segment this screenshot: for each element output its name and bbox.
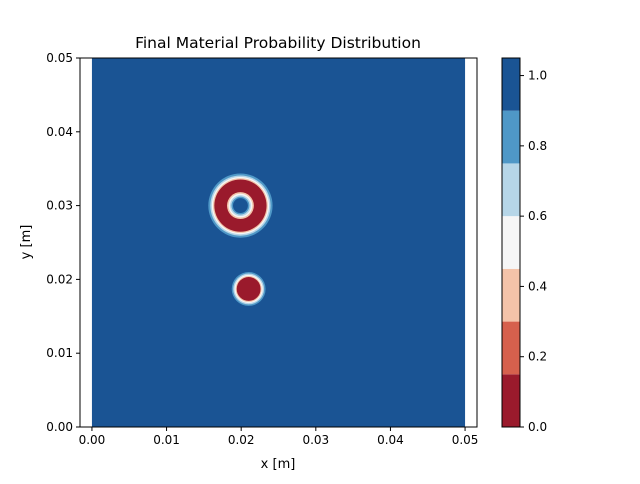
y-tick-label: 0.00 xyxy=(46,420,73,434)
x-tick-label: 0.03 xyxy=(302,433,329,447)
colorbar-tick-label: 0.0 xyxy=(528,420,547,434)
y-tick-label: 0.03 xyxy=(46,199,73,213)
contour-background xyxy=(91,58,466,427)
colorbar-band xyxy=(502,268,520,322)
contour-band xyxy=(232,198,248,214)
colorbar-tick-label: 0.8 xyxy=(528,139,547,153)
colorbar: 0.0 0.2 0.4 0.6 0.8 1.0 xyxy=(501,57,547,434)
colorbar-band xyxy=(502,321,520,375)
colorbar-tick-label: 0.2 xyxy=(528,350,547,364)
x-tick-label: 0.04 xyxy=(377,433,404,447)
x-axis-label: x [m] xyxy=(261,457,296,472)
colorbar-tick-label: 1.0 xyxy=(528,69,547,83)
material-blob xyxy=(231,272,266,306)
chart-title: Final Material Probability Distribution xyxy=(135,34,421,52)
colorbar-band xyxy=(502,216,520,269)
y-tick-label: 0.02 xyxy=(46,272,73,286)
colorbar-tick-label: 0.4 xyxy=(528,279,547,293)
colorbar-tick-label: 0.6 xyxy=(528,209,547,223)
colorbar-band xyxy=(502,110,520,164)
x-axis: 0.00 0.01 0.02 0.03 0.04 0.05 xyxy=(79,427,479,447)
colorbar-band xyxy=(502,374,520,427)
y-tick-label: 0.05 xyxy=(46,51,73,65)
contour-band xyxy=(236,277,261,301)
colorbar-frame xyxy=(501,57,521,428)
colorbar-band xyxy=(502,58,520,111)
colorbar-band xyxy=(502,163,520,217)
x-tick-label: 0.00 xyxy=(79,433,106,447)
plot-area xyxy=(79,57,478,428)
y-tick-label: 0.04 xyxy=(46,125,73,139)
y-axis: 0.00 0.01 0.02 0.03 0.04 0.05 xyxy=(46,51,80,434)
material-ring xyxy=(208,173,273,238)
y-axis-label: y [m] xyxy=(19,225,34,260)
x-tick-label: 0.01 xyxy=(153,433,180,447)
y-tick-label: 0.01 xyxy=(46,346,73,360)
x-tick-label: 0.05 xyxy=(452,433,479,447)
x-tick-label: 0.02 xyxy=(228,433,255,447)
axes-frame xyxy=(79,57,478,428)
